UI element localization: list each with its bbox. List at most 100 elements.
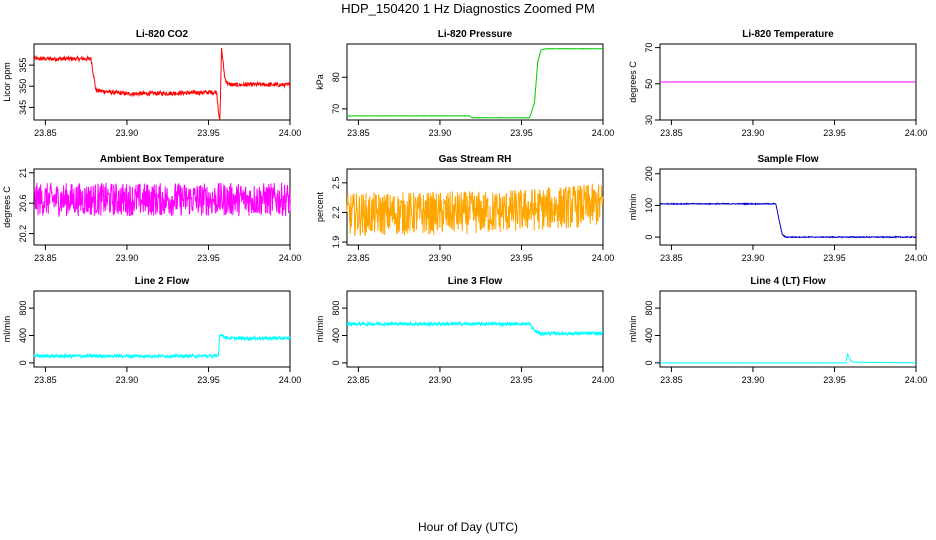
y-tick-label: 400 — [18, 328, 28, 343]
panel-title: Li-820 CO2 — [136, 29, 189, 40]
plot-frame — [346, 290, 604, 368]
x-tick-label: 24.00 — [905, 375, 928, 385]
y-tick-label: 355 — [18, 58, 28, 73]
panel-title: Line 4 (LT) Flow — [750, 276, 826, 287]
series-line — [659, 202, 917, 239]
y-tick-label: 80 — [331, 72, 341, 82]
panel-title: Sample Flow — [757, 154, 818, 165]
x-tick-label: 23.95 — [823, 375, 846, 385]
x-tick-label: 23.95 — [197, 128, 220, 138]
y-tick-label: 1.9 — [331, 236, 341, 249]
panel-title: Line 2 Flow — [135, 276, 190, 287]
y-tick-label: 2.5 — [331, 177, 341, 190]
panel-title: Li-820 Pressure — [438, 29, 513, 40]
y-tick-label: 20.6 — [18, 194, 28, 212]
y-tick-label: 200 — [644, 166, 654, 181]
panel-4: Ambient Box Temperature 23.85 23.90 23.95 24… — [2, 154, 301, 263]
x-tick-label: 23.90 — [429, 128, 452, 138]
series-line — [33, 47, 291, 121]
y-axis-label: degrees C — [2, 186, 12, 228]
y-axis-label: kPa — [315, 74, 325, 90]
y-tick-label: 70 — [331, 104, 341, 114]
x-tick-label: 24.00 — [279, 375, 302, 385]
panel-title: Li-820 Temperature — [742, 29, 834, 40]
y-tick-label: 50 — [644, 79, 654, 89]
panel-8: Line 3 Flow 23.85 23.90 23.95 24.00 0 400 800 ml… — [315, 276, 614, 385]
series-line — [33, 182, 291, 218]
y-axis-label: ml/min — [628, 316, 638, 343]
y-axis-label: Licor ppm — [2, 62, 12, 102]
x-tick-label: 23.90 — [742, 375, 765, 385]
y-tick-label: 0 — [644, 360, 654, 365]
y-tick-label: 0 — [644, 235, 654, 240]
plot-frame — [659, 168, 917, 246]
x-tick-label: 24.00 — [905, 128, 928, 138]
plot-frame — [346, 43, 604, 121]
series-line — [346, 183, 604, 236]
panel-7: Line 2 Flow 23.85 23.90 23.95 24.00 0 400 800 ml… — [2, 276, 301, 385]
x-tick-label: 24.00 — [592, 128, 615, 138]
y-tick-label: 800 — [18, 301, 28, 316]
panel-1: Li-820 CO2 23.85 23.90 23.95 24.00 345 350 355 L… — [2, 29, 301, 138]
x-tick-label: 23.95 — [197, 253, 220, 263]
panel-title: Ambient Box Temperature — [100, 154, 225, 165]
x-tick-label: 23.90 — [429, 253, 452, 263]
y-tick-label: 2.2 — [331, 206, 341, 219]
x-tick-label: 23.85 — [34, 253, 57, 263]
x-tick-label: 23.90 — [742, 128, 765, 138]
x-tick-label: 23.90 — [116, 375, 139, 385]
y-tick-label: 350 — [18, 79, 28, 94]
y-tick-label: 70 — [644, 43, 654, 53]
y-tick-label: 400 — [331, 328, 341, 343]
x-tick-label: 23.95 — [510, 375, 533, 385]
x-tick-label: 23.95 — [823, 128, 846, 138]
x-tick-label: 23.85 — [34, 128, 57, 138]
x-axis-label: Hour of Day (UTC) — [418, 520, 518, 534]
x-tick-label: 23.90 — [742, 253, 765, 263]
x-tick-label: 23.85 — [34, 375, 57, 385]
x-tick-label: 23.85 — [347, 128, 370, 138]
y-axis-label: ml/min — [628, 194, 638, 221]
series-line — [33, 333, 291, 360]
y-tick-label: 0 — [331, 360, 341, 365]
plot-frame — [33, 290, 291, 368]
y-axis-label: ml/min — [315, 316, 325, 343]
panel-title: Gas Stream RH — [439, 154, 512, 165]
x-tick-label: 23.90 — [429, 375, 452, 385]
x-tick-label: 24.00 — [279, 253, 302, 263]
y-tick-label: 30 — [644, 115, 654, 125]
plot-frame — [33, 43, 291, 121]
x-tick-label: 23.95 — [510, 128, 533, 138]
y-tick-label: 20.2 — [18, 225, 28, 243]
x-tick-label: 24.00 — [279, 128, 302, 138]
panels: Li-820 CO2 23.85 23.90 23.95 24.00 345 350 355 L… — [2, 29, 927, 385]
y-tick-label: 0 — [18, 360, 28, 365]
x-tick-label: 24.00 — [592, 253, 615, 263]
y-tick-label: 800 — [331, 301, 341, 316]
x-tick-label: 23.95 — [197, 375, 220, 385]
figure-title: HDP_150420 1 Hz Diagnostics Zoomed PM — [341, 1, 595, 16]
panel-9: Line 4 (LT) Flow 23.85 23.90 23.95 24.00 0 400… — [628, 276, 927, 385]
x-tick-label: 23.95 — [823, 253, 846, 263]
x-tick-label: 23.90 — [116, 253, 139, 263]
series-line — [346, 320, 604, 337]
y-tick-label: 345 — [18, 100, 28, 115]
panel-5: Gas Stream RH 23.85 23.90 23.95 24.00 1.9 2.2 2… — [315, 154, 614, 263]
x-tick-label: 23.85 — [660, 253, 683, 263]
x-tick-label: 23.85 — [347, 375, 370, 385]
x-tick-label: 23.95 — [510, 253, 533, 263]
x-tick-label: 23.85 — [660, 128, 683, 138]
y-tick-label: 21 — [18, 168, 28, 178]
plot-frame — [659, 290, 917, 368]
y-tick-label: 100 — [644, 198, 654, 213]
y-axis-label: percent — [315, 191, 325, 222]
x-tick-label: 23.85 — [347, 253, 370, 263]
panel-3: Li-820 Temperature 23.85 23.90 23.95 24.00 30… — [628, 29, 927, 138]
x-tick-label: 24.00 — [905, 253, 928, 263]
panel-2: Li-820 Pressure 23.85 23.90 23.95 24.00 70 80 k… — [315, 29, 614, 138]
y-tick-label: 800 — [644, 301, 654, 316]
x-tick-label: 23.90 — [116, 128, 139, 138]
y-axis-label: degrees C — [628, 61, 638, 103]
y-axis-label: ml/min — [2, 316, 12, 343]
series-line — [347, 47, 604, 119]
